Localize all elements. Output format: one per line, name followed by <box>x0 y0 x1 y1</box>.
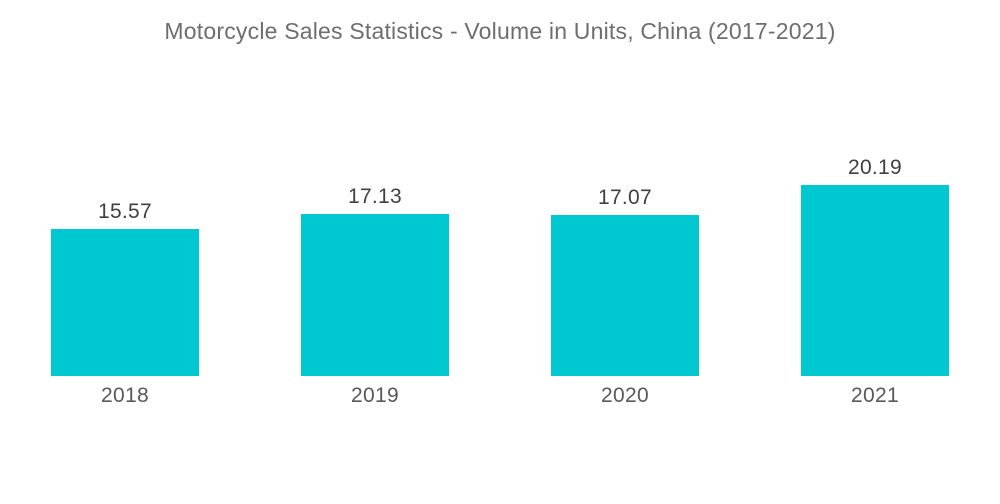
bar-chart: 15.57 2018 17.13 2019 17.07 2020 20.19 2… <box>0 0 1000 408</box>
bar <box>551 215 699 376</box>
bar-category-label: 2019 <box>351 384 399 407</box>
bar-group: 17.13 2019 <box>250 0 500 408</box>
bar-value-label: 15.57 <box>97 200 153 223</box>
bar-value-label: 17.13 <box>347 185 403 208</box>
bar <box>301 214 449 376</box>
bar-category-label: 2021 <box>851 384 899 407</box>
bar-category-label: 2020 <box>601 384 649 407</box>
bar-value-label: 17.07 <box>597 186 653 209</box>
bar <box>801 185 949 376</box>
bar-stack: 15.57 <box>0 0 250 376</box>
bar-stack: 20.19 <box>750 0 1000 376</box>
chart-title: Motorcycle Sales Statistics - Volume in … <box>164 18 836 44</box>
bar-value-label: 20.19 <box>847 156 903 179</box>
bar-stack: 17.13 <box>250 0 500 376</box>
bar <box>51 229 199 376</box>
bar-category-label: 2018 <box>101 384 149 407</box>
bar-group: 15.57 2018 <box>0 0 250 408</box>
bar-stack: 17.07 <box>500 0 750 376</box>
bar-group: 17.07 2020 <box>500 0 750 408</box>
bar-group: 20.19 2021 <box>750 0 1000 408</box>
